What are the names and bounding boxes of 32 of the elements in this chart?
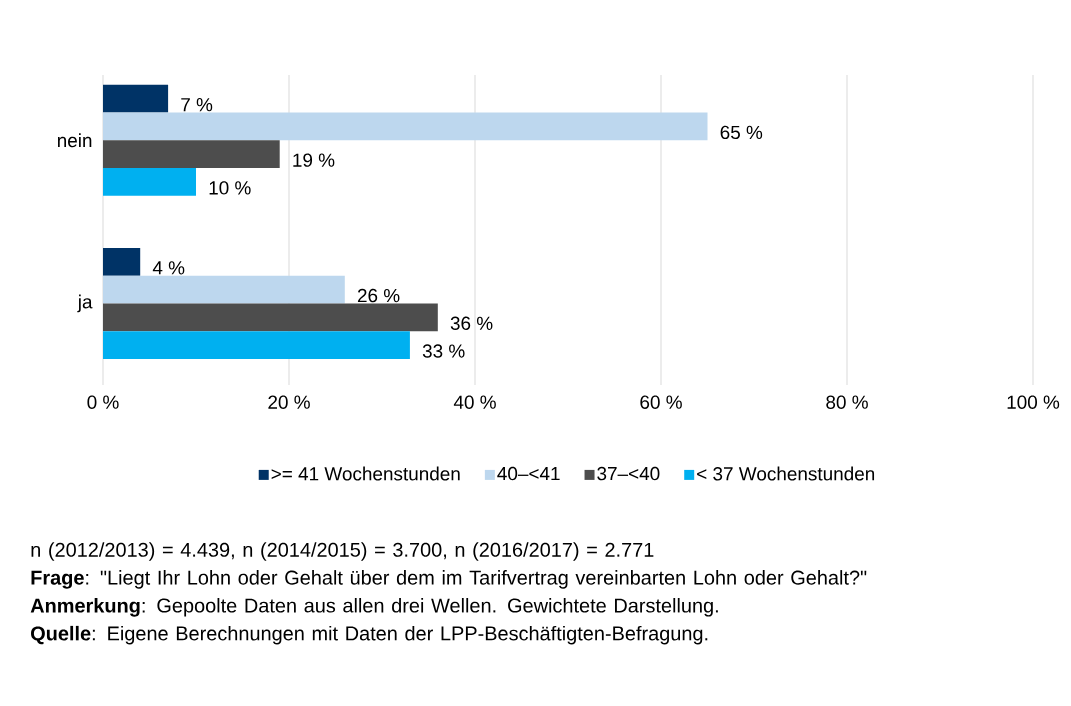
text: Anmerkung: Gepoolte Daten aus allen drei Wellen. Gewichtete Darstellung. [30,597,718,617]
bar [103,140,280,168]
x-tick-label: 60 % [640,395,682,409]
x-tick-label: 40 % [453,395,496,409]
text: Quelle: Eigene Berechnungen mit Daten der LPP-Beschäftigten-Befragung. [31,625,708,645]
data-label: 4 % [152,261,185,275]
bar [103,112,708,141]
bar [103,275,345,304]
legend-label: >= 41 Wochenstunden [271,466,460,481]
text: n (2012/2013) = 4.439, n (2014/2015) = 3.700, n (2016/2017) = 2.771 [31,542,654,561]
bar [103,168,196,196]
data-label: 10 % [209,181,251,195]
y-tick-label: ja [77,294,93,313]
data-label: 7 % [181,98,213,112]
legend-label: < 37 Wochenstunden [697,466,875,481]
bar [103,303,438,332]
data-label: 26 % [357,288,400,303]
y-tick-label: nein [57,133,92,148]
data-label: 65 % [720,125,763,140]
data-label: 19 % [293,153,335,167]
x-tick-label: 100 % [1007,395,1060,409]
data-label: 33 % [422,344,465,358]
x-tick-label: 0 % [87,395,119,409]
bar [103,247,141,276]
text: Frage: "Liegt Ihr Lohn oder Gehalt über dem im Tarifvertrag vereinbarten Lohn oder Gehalt?" [31,570,867,589]
bar [103,331,410,359]
x-tick-label: 80 % [826,395,868,409]
x-tick-label: 20 % [268,395,310,409]
legend-label: 37–<40 [597,466,660,481]
bar [103,84,169,113]
legend-label: 40–<41 [497,466,560,481]
data-label: 36 % [450,316,493,330]
